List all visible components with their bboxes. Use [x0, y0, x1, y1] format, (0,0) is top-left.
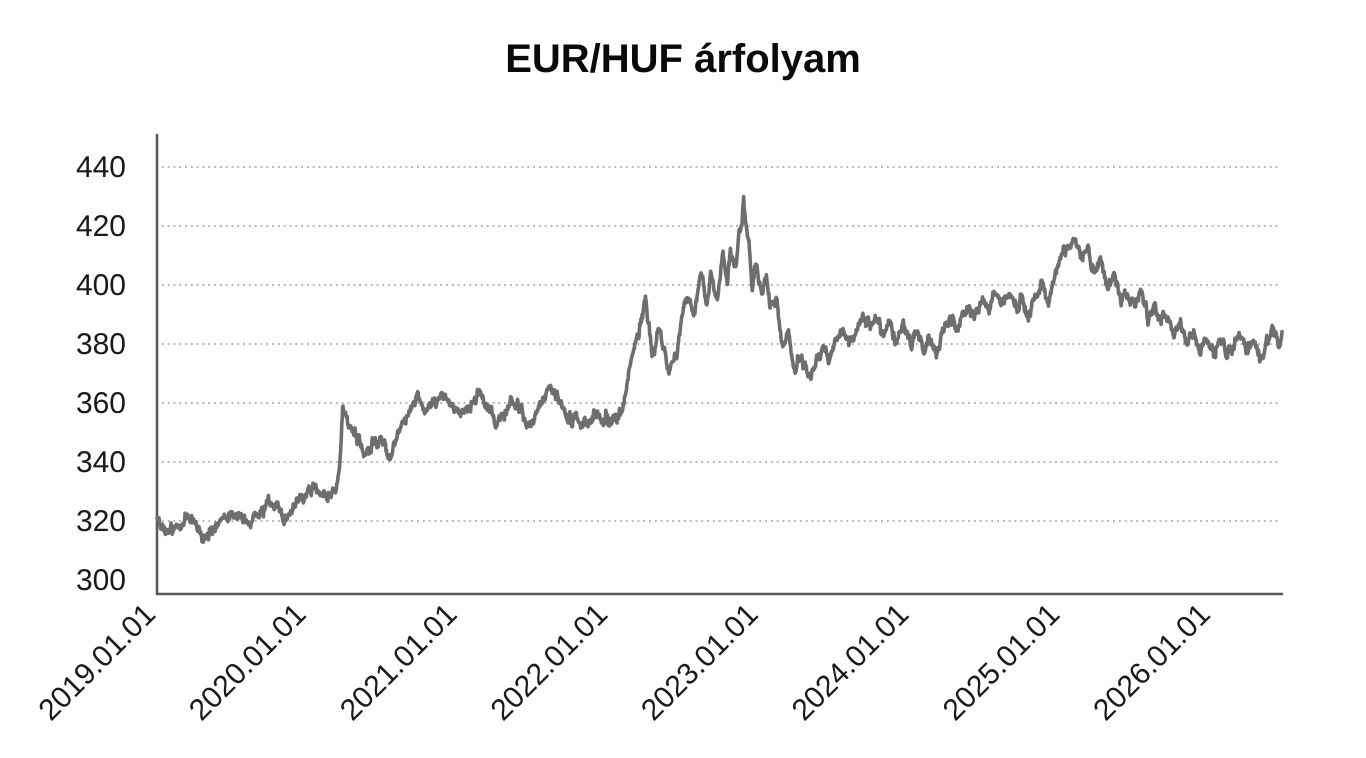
svg-text:2022.01.01: 2022.01.01	[485, 598, 615, 728]
svg-text:2019.01.01: 2019.01.01	[32, 598, 162, 728]
svg-text:2021.01.01: 2021.01.01	[334, 598, 464, 728]
svg-text:2026.01.01: 2026.01.01	[1087, 598, 1217, 728]
svg-text:2024.01.01: 2024.01.01	[786, 598, 916, 728]
svg-text:320: 320	[76, 505, 126, 538]
svg-text:340: 340	[76, 446, 126, 479]
svg-text:420: 420	[76, 210, 126, 243]
svg-text:440: 440	[76, 151, 126, 184]
svg-text:2023.01.01: 2023.01.01	[635, 598, 765, 728]
svg-text:300: 300	[76, 564, 126, 597]
svg-text:2020.01.01: 2020.01.01	[183, 598, 313, 728]
svg-text:400: 400	[76, 269, 126, 302]
svg-text:380: 380	[76, 328, 126, 361]
svg-text:2025.01.01: 2025.01.01	[937, 598, 1067, 728]
svg-text:360: 360	[76, 387, 126, 420]
